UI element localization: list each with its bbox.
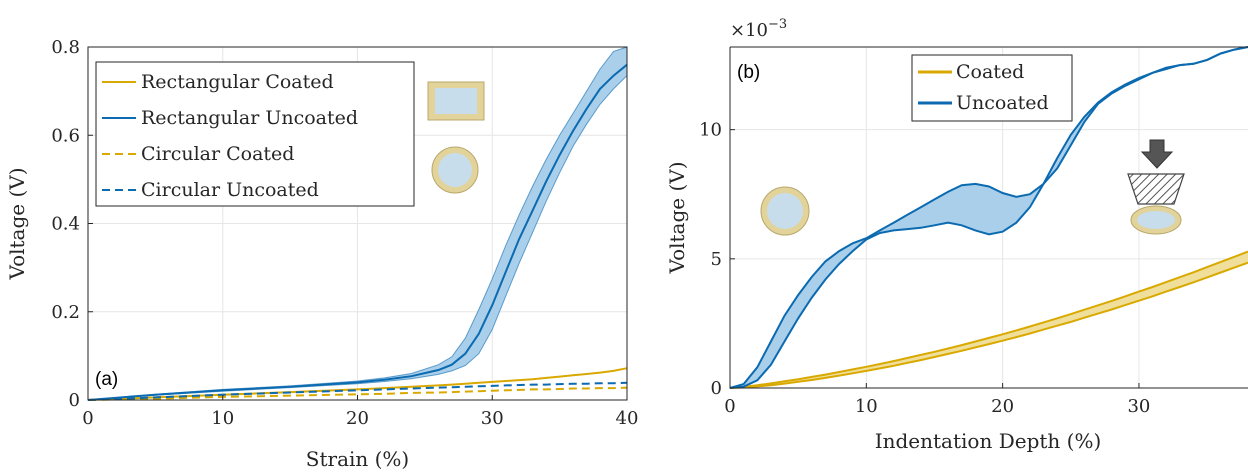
band-edge	[87, 46, 628, 401]
series-band-1	[730, 47, 1248, 388]
y-tick-label: 0.6	[51, 125, 80, 146]
circular-sample-icon-b	[760, 186, 810, 236]
down-arrow-icon	[1140, 139, 1174, 169]
series-band-0	[730, 251, 1248, 388]
series-edge-0	[729, 250, 1248, 389]
legend-box	[95, 61, 415, 207]
x-tick-label: 0	[724, 396, 735, 417]
panel-b-legend: Coated Uncoated	[911, 54, 1073, 122]
panel-b-x-label: Indentation Depth (%)	[875, 429, 1102, 453]
y-tick-label: 0	[69, 390, 80, 411]
y-tick-label: 0.4	[51, 214, 80, 235]
panel-a-chart: 0 10 20 30 40 0 0.2 0.4 0.6 0.8 Strain (%) Volta…	[5, 37, 638, 471]
series-band-1	[88, 47, 627, 400]
y-tick-label: 0	[711, 378, 722, 399]
circular-sample-icon	[431, 146, 479, 194]
panel-b-y-ticks: 0 5 10	[699, 120, 735, 399]
panel-a-bands	[87, 46, 628, 401]
x-tick-label: 20	[346, 408, 369, 429]
panel-a-x-label: Strain (%)	[306, 447, 409, 471]
legend-entry: Circular Coated	[141, 143, 294, 165]
x-tick-label: 10	[211, 408, 234, 429]
x-tick-label: 10	[855, 396, 878, 417]
series-edge-0	[729, 261, 1248, 389]
hatched-indenter-icon	[1127, 173, 1185, 205]
y-tick-label: 0.2	[51, 302, 80, 323]
panel-b-bands	[729, 46, 1248, 389]
band-edge	[87, 75, 628, 401]
y-tick-label: 5	[711, 249, 722, 270]
panel-a-label: (a)	[95, 369, 118, 390]
panel-a-lines	[87, 63, 628, 401]
compressed-sample-core-icon	[1137, 211, 1175, 229]
indenter-icon	[1127, 139, 1185, 235]
panel-b-x-ticks: 0 10 20 30	[724, 383, 1150, 417]
panel-b-y-label: Voltage (V)	[665, 161, 689, 274]
series-edge-1	[729, 46, 1248, 389]
x-tick-label: 30	[1127, 396, 1150, 417]
x-tick-label: 0	[82, 408, 93, 429]
legend-box	[911, 54, 1073, 122]
panel-b-exponent-label: ×10−3	[730, 17, 787, 41]
panel-b-label: (b)	[737, 62, 760, 83]
legend-entry: Circular Uncoated	[141, 179, 319, 201]
x-tick-label: 30	[481, 408, 504, 429]
legend-entry: Coated	[956, 61, 1024, 83]
y-tick-label: 0.8	[51, 37, 80, 58]
legend-entry: Rectangular Uncoated	[141, 107, 358, 129]
panel-a-legend: Rectangular Coated Rectangular Uncoated Ci…	[95, 61, 415, 207]
legend-entry: Uncoated	[956, 92, 1049, 114]
panel-a-y-label: Voltage (V)	[5, 167, 29, 280]
rectangular-sample-icon	[427, 81, 485, 121]
panel-a-x-ticks: 0 10 20 30 40	[82, 395, 638, 429]
panel-a-y-ticks: 0 0.2 0.4 0.6 0.8	[51, 37, 93, 411]
series-line-2	[87, 386, 628, 401]
y-tick-label: 10	[699, 120, 722, 141]
x-tick-label: 20	[991, 396, 1014, 417]
legend-entry: Rectangular Coated	[141, 71, 334, 93]
panel-b-chart: 0 10 20 30 0 5 10 Indentation Depth (%) Volta…	[665, 17, 1248, 453]
series-line-3	[87, 381, 628, 401]
series-line-1	[87, 63, 628, 401]
x-tick-label: 40	[616, 408, 639, 429]
